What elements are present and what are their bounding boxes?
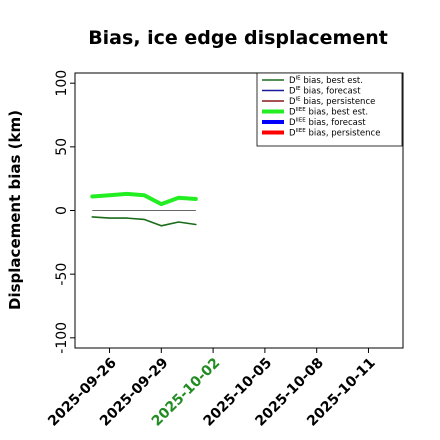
y-tick-label: 0	[54, 206, 70, 215]
plot-area: -100-500501002025-09-262025-09-292025-10…	[45, 70, 404, 430]
legend-label: DIE bias, forecast	[289, 86, 361, 97]
chart-title: Bias, ice edge displacement	[88, 27, 388, 49]
legend-label: DIE bias, best est.	[289, 76, 363, 87]
legend-label: DIE bias, persistence	[289, 97, 375, 108]
y-tick-label: -50	[54, 263, 70, 286]
y-tick-label: -100	[54, 322, 70, 354]
legend-label: DIIEE bias, best est.	[289, 107, 368, 118]
legend-label: DIIEE bias, forecast	[289, 118, 366, 129]
series-line	[91, 216, 197, 227]
legend-label: DIIEE bias, persistence	[289, 128, 380, 139]
y-tick-label: 100	[54, 70, 70, 97]
y-axis-label: Displacement bias (km)	[6, 110, 24, 310]
y-tick-label: 50	[54, 138, 70, 156]
series-line	[90, 191, 198, 207]
